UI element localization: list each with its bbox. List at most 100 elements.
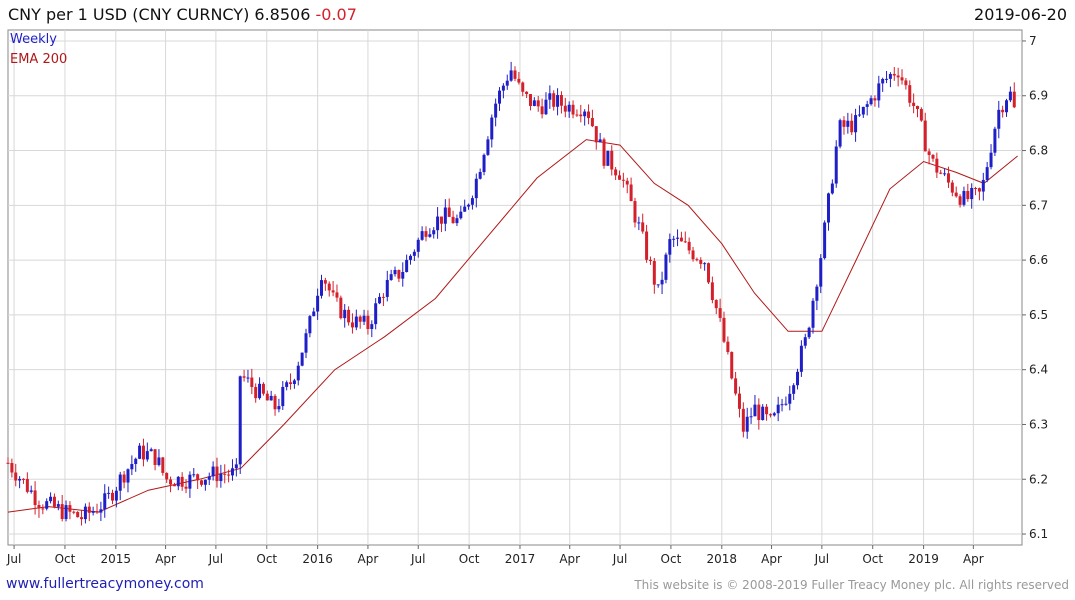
candle-body: [892, 73, 896, 76]
candle-body: [854, 115, 858, 133]
candle-body: [722, 317, 726, 342]
candle-body: [1008, 91, 1012, 101]
candle-body: [765, 406, 769, 415]
candle-body: [285, 382, 289, 387]
candle-body: [203, 479, 207, 485]
candle-body: [64, 505, 68, 520]
candle-body: [598, 139, 602, 143]
candle-body: [707, 263, 711, 283]
x-tick-label: Apr: [963, 552, 984, 566]
candle-body: [184, 486, 188, 489]
candle-body: [358, 316, 362, 322]
candle-body: [490, 117, 494, 140]
candle-body: [939, 172, 943, 174]
y-tick-label: 6.3: [1029, 417, 1048, 431]
candle-body: [617, 175, 621, 180]
candle-body: [668, 239, 672, 255]
candle-body: [563, 105, 567, 112]
candle-body: [954, 192, 958, 197]
candle-body: [792, 385, 796, 394]
candle-body: [339, 297, 343, 319]
candle-body: [141, 445, 145, 460]
candle-body: [412, 251, 416, 256]
candle-body: [176, 476, 180, 487]
candle-body: [312, 311, 316, 317]
candle-body: [180, 476, 184, 487]
copyright-notice: This website is © 2008-2019 Fuller Treac…: [634, 578, 1069, 592]
candle-body: [130, 464, 134, 470]
candle-body: [614, 169, 618, 176]
candle-body: [749, 416, 753, 418]
candle-body: [904, 80, 908, 86]
candle-body: [780, 404, 784, 406]
candle-body: [819, 258, 823, 287]
candle-body: [37, 505, 41, 509]
candle-body: [122, 474, 126, 483]
candle-body: [215, 466, 219, 482]
candle-body: [234, 464, 238, 469]
candle-body: [319, 280, 323, 296]
candle-body: [590, 118, 594, 127]
candle-body: [103, 493, 107, 510]
candle-body: [467, 204, 471, 207]
candle-body: [436, 216, 440, 231]
candle-body: [896, 75, 900, 78]
candle-body: [834, 146, 838, 184]
candle-body: [281, 386, 285, 407]
x-tick-label: Oct: [256, 552, 277, 566]
candle-body: [165, 472, 169, 480]
candle-body: [908, 85, 912, 103]
candle-body: [583, 111, 587, 117]
y-tick-label: 6.6: [1029, 253, 1048, 267]
candle-body: [21, 478, 25, 480]
candle-body: [838, 120, 842, 147]
candle-body: [432, 230, 436, 235]
candle-body: [950, 182, 954, 193]
candle-body: [741, 408, 745, 432]
y-tick-label: 6.4: [1029, 363, 1048, 377]
x-tick-label: Oct: [459, 552, 480, 566]
candle-body: [985, 167, 989, 180]
candle-body: [443, 207, 447, 224]
x-tick-label: 2018: [707, 552, 738, 566]
candle-body: [753, 404, 757, 417]
candle-body: [815, 286, 819, 301]
candle-body: [776, 404, 780, 414]
candle-body: [33, 490, 37, 506]
candle-body: [25, 478, 29, 492]
candle-body: [49, 496, 53, 502]
x-tick-label: Jul: [410, 552, 425, 566]
candle-body: [343, 309, 347, 319]
candle-body: [637, 222, 641, 224]
candle-body: [869, 98, 873, 105]
candle-body: [424, 231, 428, 237]
candle-body: [672, 238, 676, 240]
candle-body: [509, 70, 513, 81]
candle-body: [935, 158, 939, 173]
chart-date: 2019-06-20: [974, 5, 1067, 24]
candle-body: [710, 282, 714, 301]
candle-body: [83, 506, 87, 520]
candle-body: [362, 315, 366, 322]
candle-body: [745, 416, 749, 432]
candle-body: [970, 187, 974, 200]
candle-body: [888, 73, 892, 79]
candle-body: [374, 303, 378, 325]
candle-body: [548, 93, 552, 100]
y-tick-label: 6.9: [1029, 89, 1048, 103]
candle-body: [405, 259, 409, 273]
x-tick-label: Jul: [6, 552, 21, 566]
change-value: -0.07: [315, 5, 357, 24]
website-link[interactable]: www.fullertreacymoney.com: [6, 576, 204, 592]
candle-body: [91, 511, 95, 513]
candle-body: [385, 279, 389, 297]
candle-body: [687, 241, 691, 251]
candle-body: [579, 114, 583, 117]
candle-body: [354, 316, 358, 328]
candle-body: [916, 106, 920, 110]
candle-body: [439, 216, 443, 224]
candle-body: [138, 445, 142, 459]
candle-body: [830, 183, 834, 194]
candle-body: [641, 222, 645, 232]
